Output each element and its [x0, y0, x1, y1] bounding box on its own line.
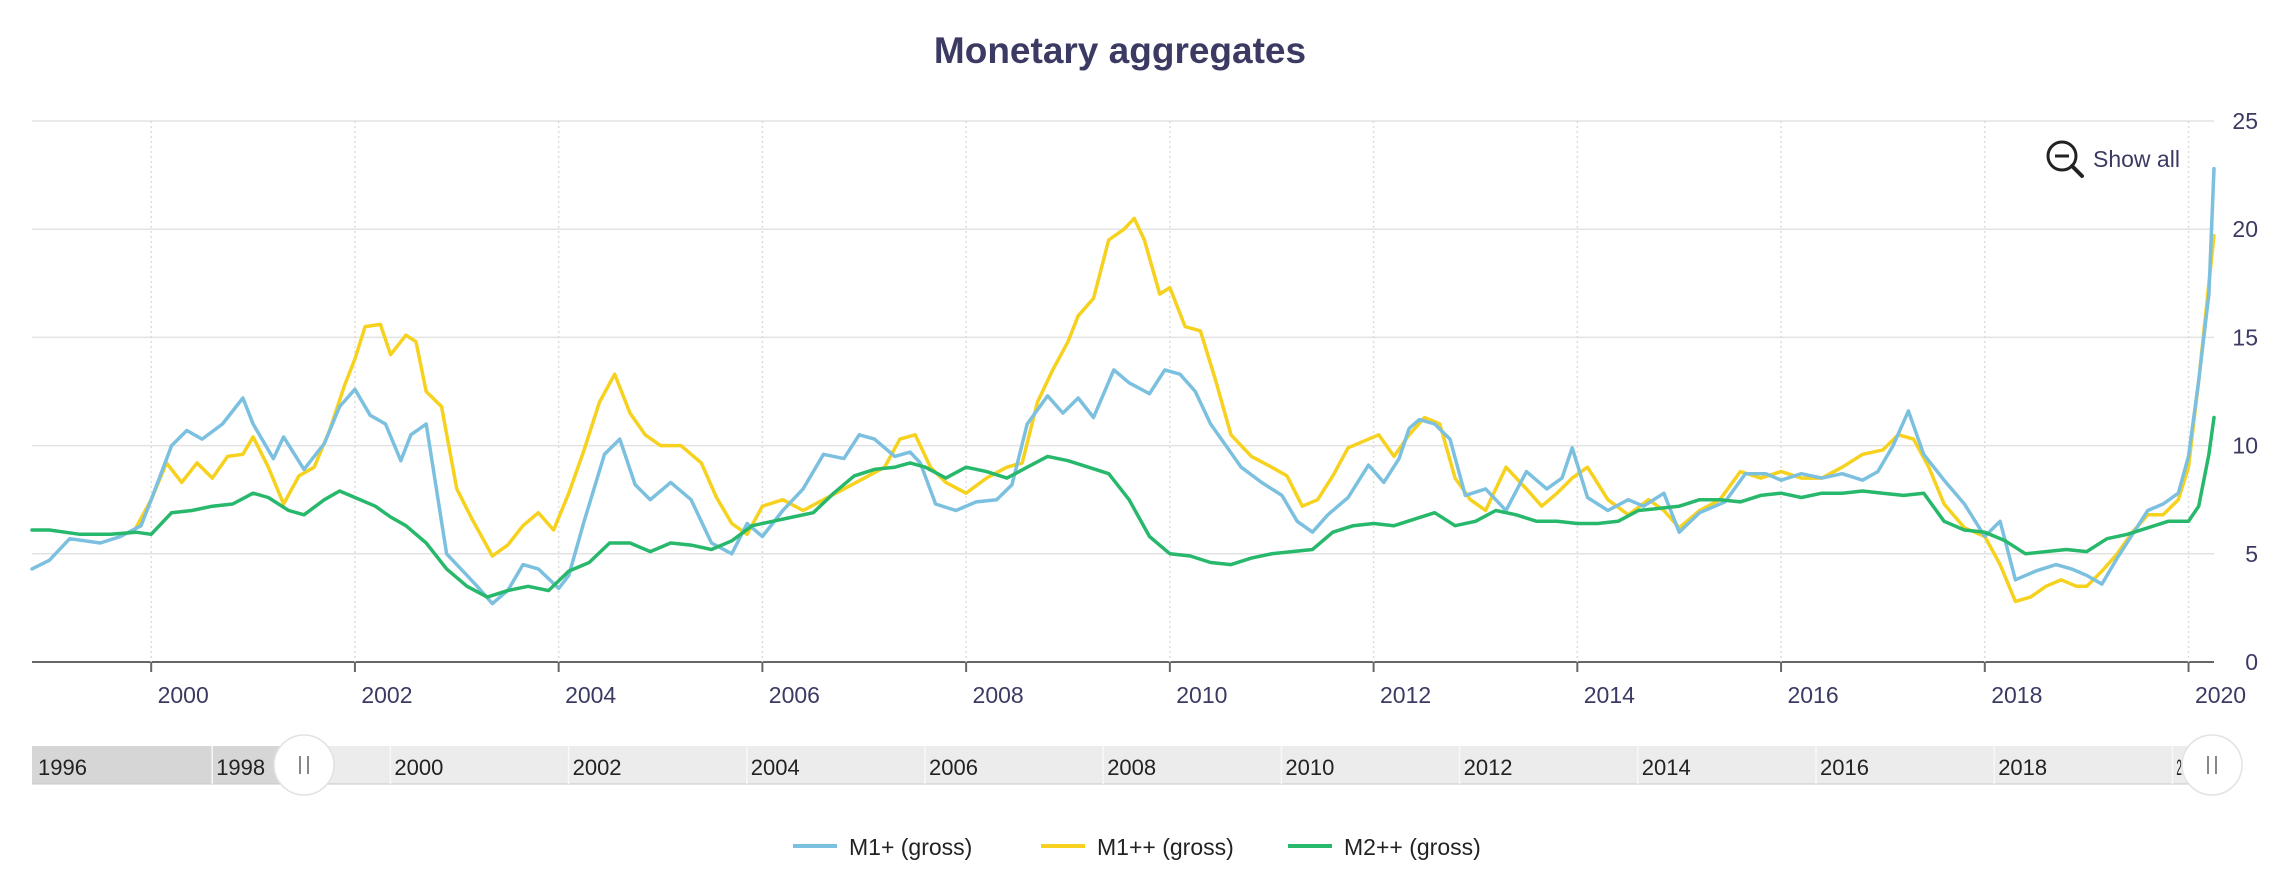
legend-label: M2++ (gross) [1344, 834, 1481, 860]
series-line-m2-gross[interactable] [30, 415, 2216, 599]
range-navigator[interactable]: 1996 1998 2000 2002 2004 2006 2008 2010 2012 2014… [32, 734, 2243, 796]
legend-item-m1-gross[interactable]: M1+ (gross) [793, 834, 972, 860]
y-tick-label: 15 [2232, 324, 2258, 350]
legend: M1+ (gross) M1++ (gross) M2++ (gross) [793, 834, 1481, 860]
navigator-track[interactable] [32, 746, 2214, 784]
navigator-year-label: 2004 [751, 755, 800, 780]
navigator-year-label: 1998 [216, 755, 265, 780]
navigator-year-label: 2010 [1285, 755, 1334, 780]
legend-label: M1++ (gross) [1097, 834, 1234, 860]
y-tick-label: 20 [2232, 216, 2258, 242]
series-line-m1-gross[interactable] [134, 216, 2216, 604]
legend-item-m1-gross[interactable]: M1++ (gross) [1041, 834, 1234, 860]
x-tick-label: 2018 [1991, 682, 2042, 708]
x-tick-label: 2008 [973, 682, 1024, 708]
navigator-left-handle[interactable] [273, 734, 335, 796]
x-tick-label: 2016 [1787, 682, 1838, 708]
series-line-m1-gross[interactable] [30, 166, 2216, 606]
grid [32, 120, 2214, 663]
x-tick-label: 2006 [769, 682, 820, 708]
y-tick-label: 25 [2232, 108, 2258, 134]
navigator-year-label: 2018 [1998, 755, 2047, 780]
x-tick-label: 2000 [158, 682, 209, 708]
navigator-year-label: 2012 [1464, 755, 1513, 780]
navigator-right-handle[interactable] [2181, 734, 2243, 796]
x-tick-label: 2012 [1380, 682, 1431, 708]
navigator-year-label: 2014 [1642, 755, 1691, 780]
y-tick-label: 5 [2245, 541, 2258, 567]
navigator-year-label: 2006 [929, 755, 978, 780]
chart-title: Monetary aggregates [934, 30, 1306, 71]
show-all-label[interactable]: Show all [2093, 146, 2180, 172]
show-all-button[interactable]: Show all [2046, 140, 2180, 178]
x-tick-label: 2004 [565, 682, 616, 708]
plot-area[interactable] [30, 166, 2216, 606]
legend-item-m2-gross[interactable]: M2++ (gross) [1288, 834, 1481, 860]
navigator-year-label: 2016 [1820, 755, 1869, 780]
navigator-year-label: 2002 [573, 755, 622, 780]
navigator-year-label: 2000 [394, 755, 443, 780]
x-tick-label: 2010 [1176, 682, 1227, 708]
y-axis: 0 5 10 15 20 25 [2232, 108, 2258, 675]
y-tick-label: 10 [2232, 433, 2258, 459]
x-axis: 2000 2002 2004 2006 2008 2010 2012 2014 2016 2018… [150, 662, 2246, 708]
zoom-out-icon [2046, 140, 2084, 178]
x-tick-label: 2020 [2195, 682, 2246, 708]
x-tick-label: 2002 [361, 682, 412, 708]
navigator-year-label: 1996 [38, 755, 87, 780]
y-tick-label: 0 [2245, 649, 2258, 675]
navigator-year-label: 2008 [1107, 755, 1156, 780]
x-tick-label: 2014 [1584, 682, 1635, 708]
navigator-outside-range [32, 746, 304, 784]
navigator-labels: 1996 1998 2000 2002 2004 2006 2008 2010 2012 2014… [38, 746, 2198, 784]
legend-label: M1+ (gross) [849, 834, 972, 860]
